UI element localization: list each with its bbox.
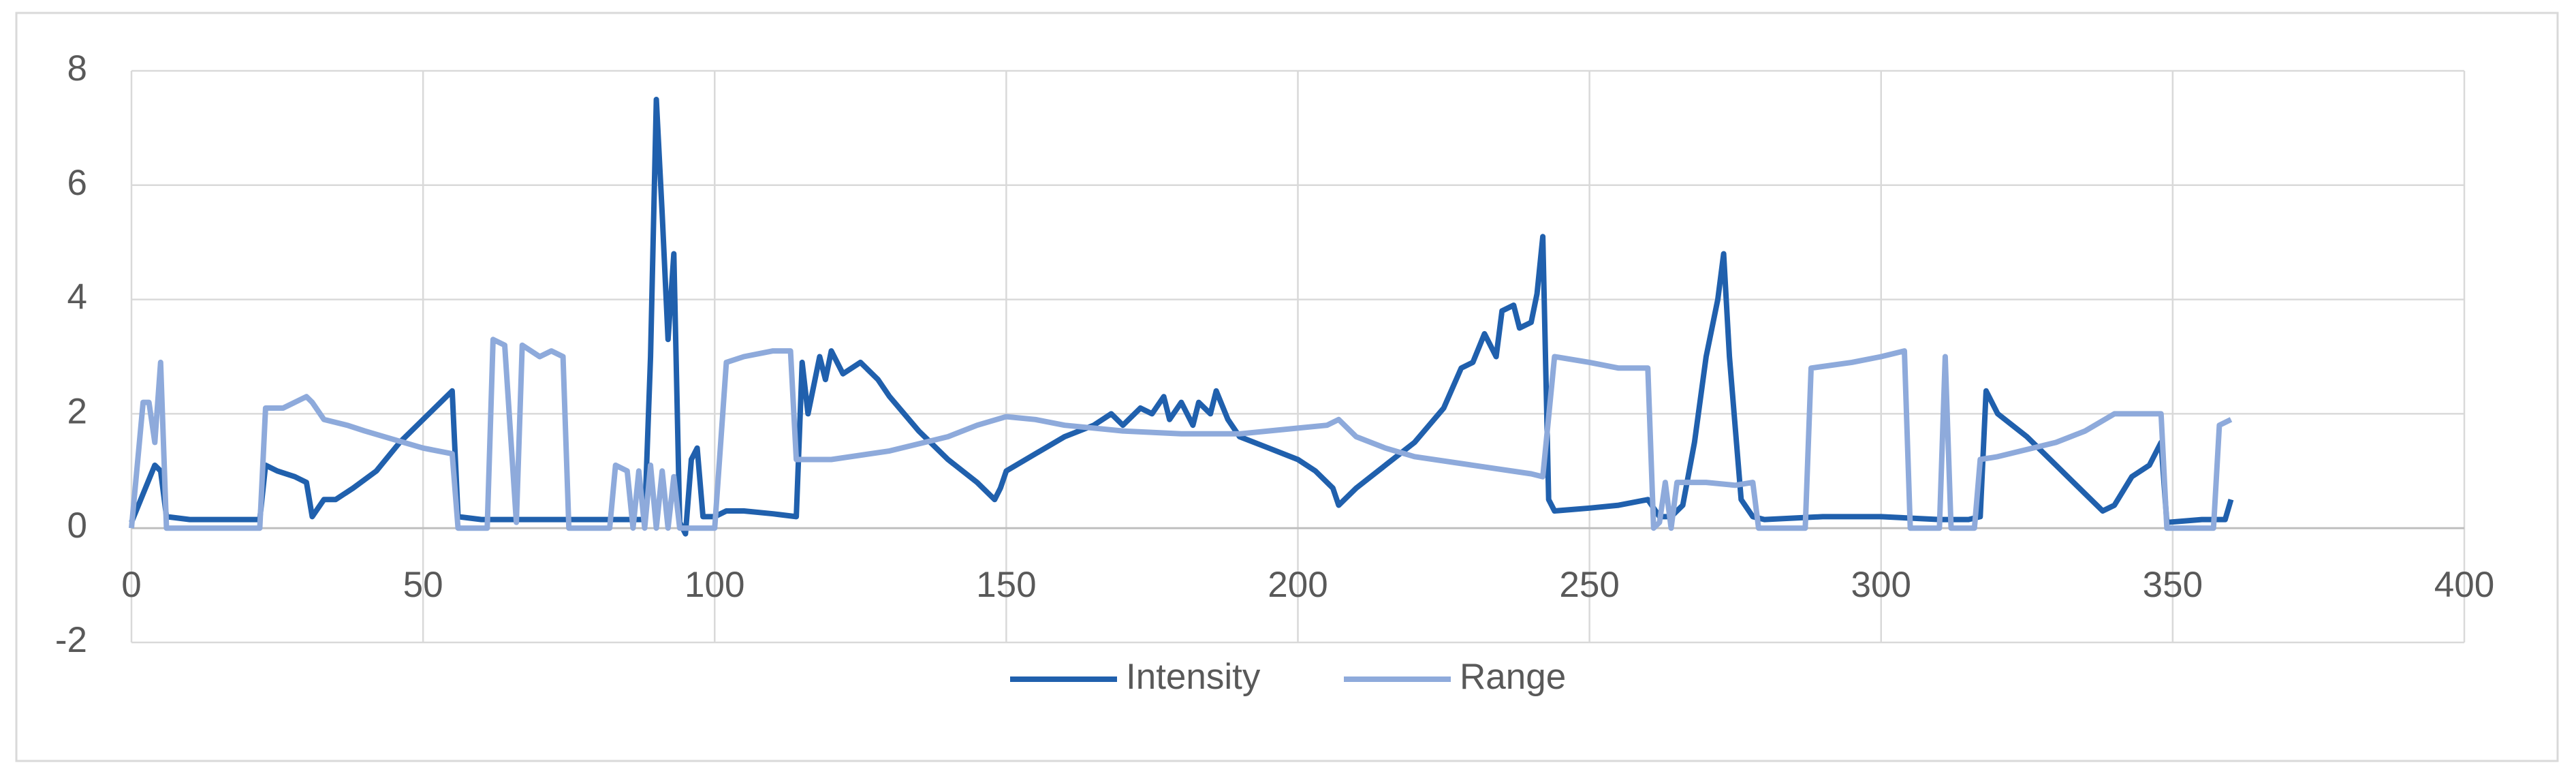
y-tick-label: 2 bbox=[67, 391, 87, 431]
y-tick-label: 0 bbox=[67, 505, 87, 546]
x-tick-label: 0 bbox=[121, 565, 141, 605]
legend-label: Intensity bbox=[1126, 657, 1261, 697]
y-tick-label: -2 bbox=[55, 620, 87, 660]
series-line bbox=[129, 337, 2233, 531]
x-tick-label: 350 bbox=[2143, 565, 2203, 605]
x-tick-label: 150 bbox=[976, 565, 1036, 605]
legend-label: Range bbox=[1460, 657, 1566, 697]
y-tick-label: 6 bbox=[67, 163, 87, 203]
x-tick-label: 50 bbox=[403, 565, 443, 605]
series-line bbox=[129, 97, 2234, 537]
x-tick-label: 100 bbox=[685, 565, 744, 605]
x-tick-label: 400 bbox=[2434, 565, 2494, 605]
chart-border bbox=[15, 12, 2559, 762]
x-tick-label: 250 bbox=[1559, 565, 1619, 605]
x-tick-label: 200 bbox=[1268, 565, 1328, 605]
y-tick-label: 8 bbox=[67, 48, 87, 89]
x-tick-label: 300 bbox=[1851, 565, 1911, 605]
y-tick-label: 4 bbox=[67, 277, 87, 317]
